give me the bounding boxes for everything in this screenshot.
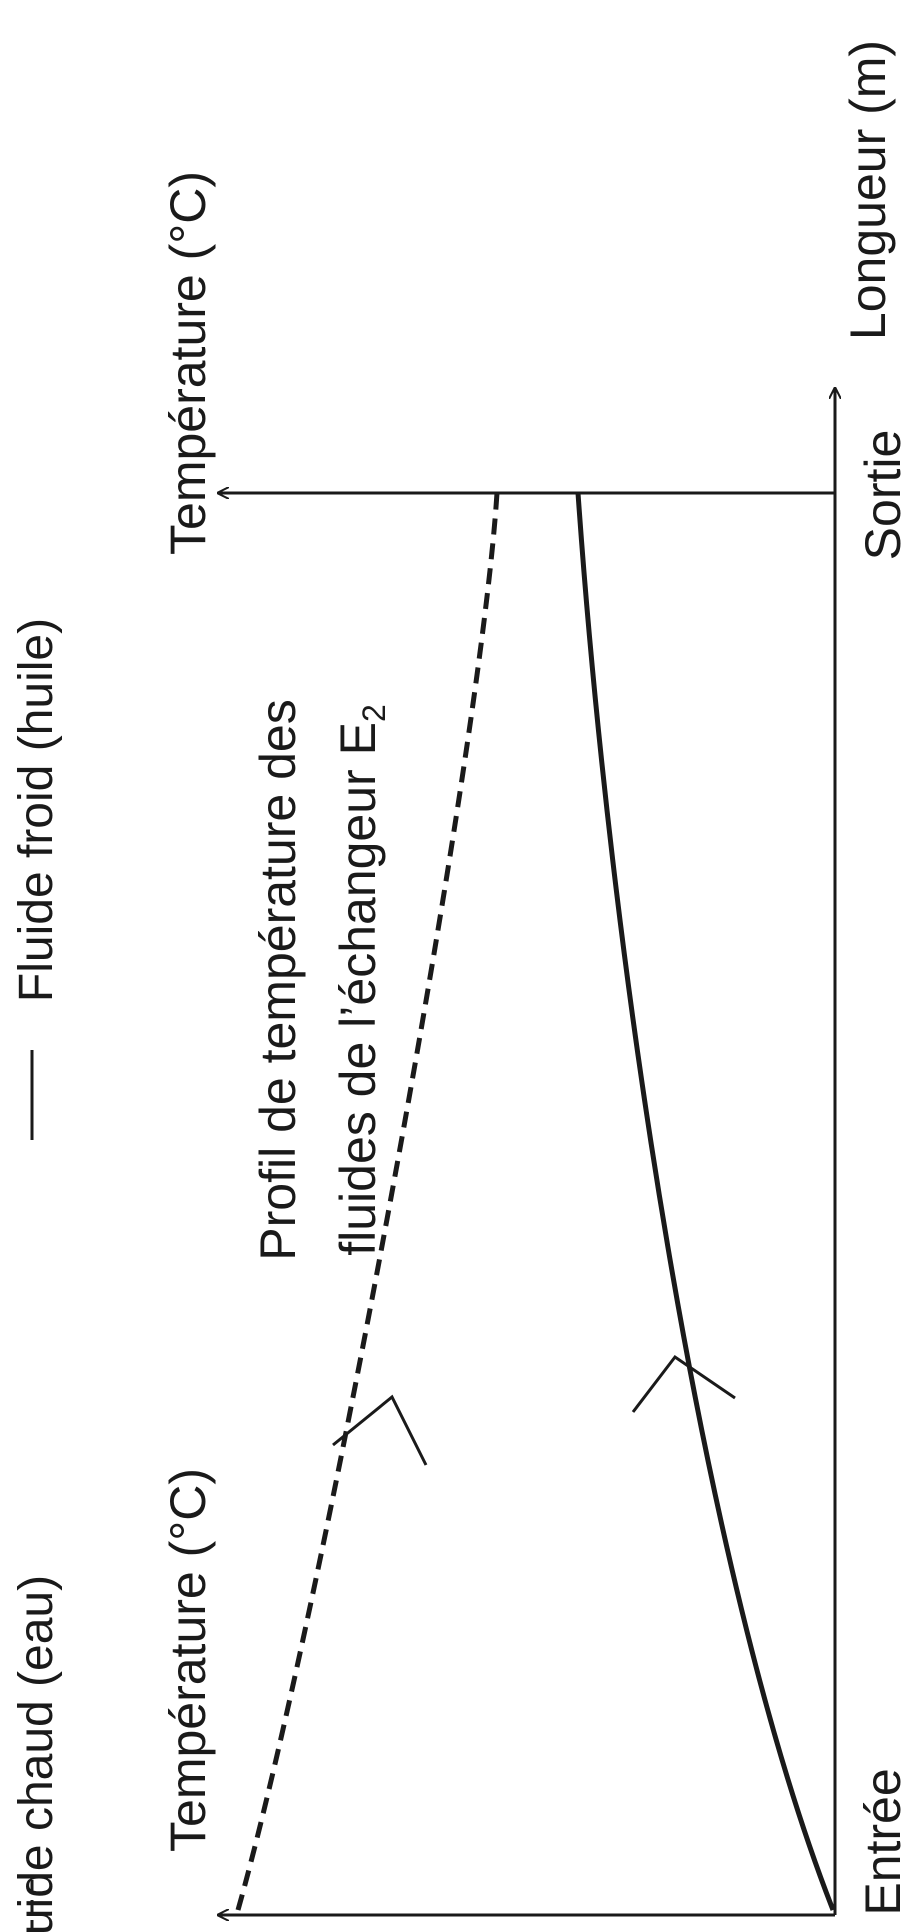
caption-line-1: Profil de température des [250, 699, 306, 1260]
axes [218, 388, 835, 1915]
length-axis-label: Longueur (m) [840, 40, 896, 340]
hot-fluid-curve [235, 492, 500, 1911]
outlet-label: Sortie [855, 430, 907, 561]
caption-line-2: fluides de l’échangeur E2 [330, 704, 392, 1256]
temperature-label-inlet: Température (°C) [160, 1468, 216, 1852]
inlet-label: Entrée [855, 1768, 907, 1915]
hot-fluid-direction-arrow [332, 1394, 428, 1466]
caption-line-2-text: fluides de l’échangeur E [330, 722, 386, 1256]
cold-fluid-curve [575, 492, 836, 1911]
legend-cold-label: Fluide froid (huile) [10, 618, 63, 1002]
legend: Fluide chaud (eau) Fluide froid (huile) [10, 618, 63, 1932]
caption: Profil de température des fluides de l’é… [250, 699, 392, 1260]
temperature-label-outlet: Température (°C) [160, 171, 216, 555]
caption-subscript: 2 [356, 704, 392, 722]
cold-fluid-direction-arrow [631, 1354, 736, 1413]
legend-hot-label: Fluide chaud (eau) [10, 1575, 63, 1932]
